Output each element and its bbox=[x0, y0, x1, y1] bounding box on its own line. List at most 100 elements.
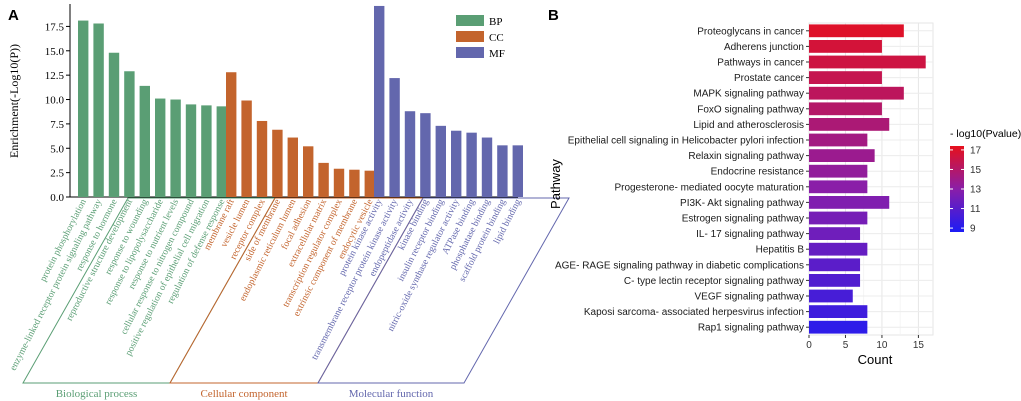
legend-label-mf: MF bbox=[489, 48, 505, 60]
legend-swatch-cc bbox=[456, 31, 484, 42]
pathway-label: PI3K- Akt signaling pathway bbox=[680, 198, 804, 209]
bar-cc bbox=[303, 146, 314, 197]
pathway-bar bbox=[809, 71, 882, 84]
bar-mf bbox=[497, 145, 508, 197]
pathway-label: Lipid and atherosclerosis bbox=[693, 120, 804, 131]
pathway-bar bbox=[809, 211, 868, 225]
pathway-label: C- type lectin receptor signaling pathwa… bbox=[624, 276, 804, 287]
y-tick-label: 2.5 bbox=[50, 168, 64, 180]
pathway-label: Prostate cancer bbox=[734, 73, 805, 84]
y-tick-label: 12.5 bbox=[45, 70, 65, 82]
bar-mf bbox=[374, 5, 385, 198]
legend-label-bp: BP bbox=[489, 16, 502, 28]
pathway-bar bbox=[809, 102, 882, 116]
pathway-bar bbox=[809, 274, 861, 287]
pathway-bar bbox=[809, 149, 875, 162]
bar-bp bbox=[108, 52, 120, 198]
x-axis-title: Count bbox=[858, 352, 893, 367]
legend-label-cc: CC bbox=[489, 32, 504, 44]
bar-cc bbox=[349, 169, 360, 197]
bar-mf bbox=[435, 125, 446, 197]
x-tick-label: 15 bbox=[913, 340, 925, 351]
bar-mf bbox=[481, 137, 493, 197]
y-tick-label: 7.5 bbox=[50, 119, 64, 131]
panel-label-b: B bbox=[548, 7, 559, 24]
colorbar-tick-label: 11 bbox=[970, 204, 981, 215]
pathway-bar bbox=[809, 196, 890, 209]
bar-bp bbox=[170, 99, 181, 197]
bar-mf bbox=[420, 113, 431, 197]
pathway-bar bbox=[809, 133, 868, 147]
pathway-bar bbox=[809, 227, 861, 240]
y-axis-title: Enrichment(-Log10(P)) bbox=[7, 44, 21, 158]
colorbar-title: - log10(Pvalue) bbox=[950, 128, 1021, 140]
bar-bp bbox=[124, 71, 135, 197]
pathway-bar bbox=[809, 40, 882, 53]
pathway-bar bbox=[809, 86, 904, 100]
pathway-label: VEGF signaling pathway bbox=[694, 292, 804, 303]
bar-bp bbox=[93, 23, 104, 197]
pathway-label: Relaxin signaling pathway bbox=[688, 151, 804, 162]
x-tick-label: 0 bbox=[806, 340, 812, 351]
bar-cc bbox=[364, 170, 375, 197]
group-bracket-mf bbox=[317, 197, 570, 384]
pathway-label: Kaposi sarcoma- associated herpesvirus i… bbox=[584, 307, 804, 318]
y-tick-label: 15.0 bbox=[45, 46, 65, 58]
bar-cc bbox=[318, 162, 329, 197]
bar-bp bbox=[185, 104, 197, 197]
panel-label-a: A bbox=[8, 7, 19, 24]
bar-mf bbox=[451, 130, 462, 197]
x-tick-label: 5 bbox=[843, 340, 849, 351]
colorbar-tick-label: 13 bbox=[970, 185, 982, 196]
legend-swatch-bp bbox=[456, 15, 484, 26]
y-tick-label: 17.5 bbox=[45, 21, 65, 33]
pathway-label: FoxO signaling pathway bbox=[697, 104, 804, 115]
bar-cc bbox=[241, 100, 252, 197]
colorbar-tick-label: 15 bbox=[970, 165, 982, 176]
bar-bp bbox=[216, 106, 227, 197]
pathway-bar bbox=[809, 289, 853, 303]
pathway-label: Progesterone- mediated oocyte maturation bbox=[614, 182, 804, 193]
pathway-label: AGE- RAGE signaling pathway in diabetic … bbox=[555, 260, 804, 271]
pathway-bar bbox=[809, 24, 904, 38]
pathway-label: Estrogen signaling pathway bbox=[682, 214, 804, 225]
colorbar bbox=[950, 146, 964, 232]
bar-bp bbox=[201, 105, 212, 197]
y-axis-title: Pathway bbox=[548, 159, 563, 209]
bar-mf bbox=[404, 111, 416, 197]
pathway-label: Hepatitis B bbox=[756, 245, 805, 256]
bar-bp bbox=[155, 98, 166, 197]
pathway-label: Rap1 signaling pathway bbox=[698, 323, 804, 334]
pathway-bar bbox=[809, 320, 868, 334]
bar-bp bbox=[139, 85, 150, 197]
pathway-bar bbox=[809, 258, 861, 272]
pathway-bar bbox=[809, 305, 868, 318]
pathway-label: Adherens junction bbox=[724, 42, 804, 53]
group-label-mf: Molecular function bbox=[349, 388, 434, 400]
y-tick-label: 0.0 bbox=[50, 192, 64, 204]
bar-cc bbox=[287, 137, 298, 197]
pathway-bar bbox=[809, 55, 926, 69]
pathway-bar bbox=[809, 180, 868, 194]
group-label-bp: Biological process bbox=[56, 388, 138, 400]
pathway-label: Pathways in cancer bbox=[717, 58, 804, 69]
colorbar-tick-label: 9 bbox=[970, 224, 976, 235]
legend-swatch-mf bbox=[456, 47, 484, 58]
bar-mf bbox=[466, 132, 477, 197]
bar-cc bbox=[256, 120, 268, 197]
go-enrichment-chart: 0.0 2.5 5.0 7.5 10.0 12.5 15.0 17.5 Enrichment(-… bbox=[7, 4, 570, 400]
pathway-label: Epithelial cell signaling in Helicobacte… bbox=[568, 136, 804, 147]
colorbar-tick-label: 17 bbox=[970, 145, 982, 156]
group-label-cc: Cellular component bbox=[200, 388, 287, 400]
y-tick-label: 5.0 bbox=[50, 143, 64, 155]
pathway-bar bbox=[809, 164, 868, 178]
pathway-label: IL- 17 signaling pathway bbox=[696, 229, 804, 240]
bar-mf bbox=[389, 78, 400, 197]
pathway-bar bbox=[809, 242, 868, 256]
bar-mf bbox=[512, 145, 523, 197]
y-tick-label: 10.0 bbox=[45, 95, 65, 107]
x-tick-label: 10 bbox=[876, 340, 888, 351]
bar-cc bbox=[333, 168, 345, 197]
pathway-bar bbox=[809, 118, 890, 131]
